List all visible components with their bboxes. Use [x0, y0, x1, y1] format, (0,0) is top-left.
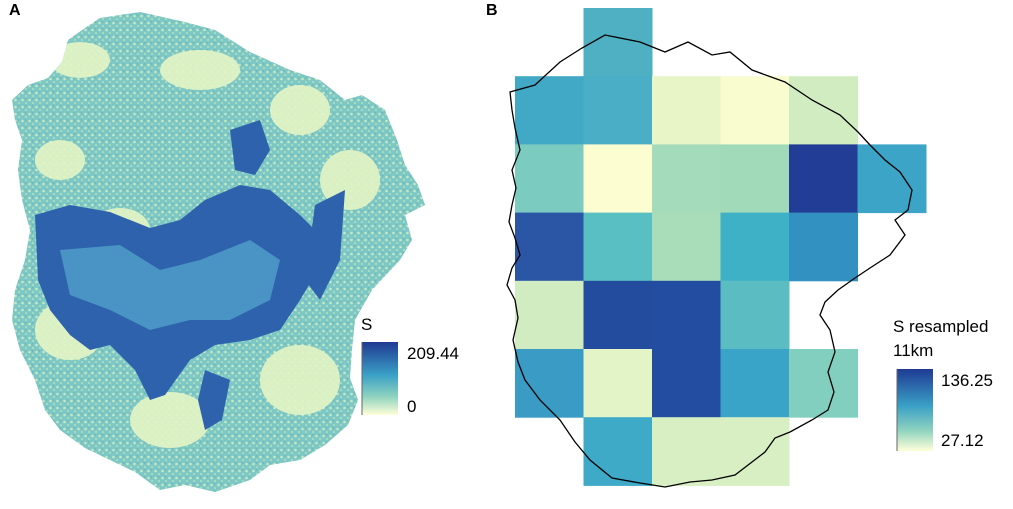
panel-b-label: B — [486, 2, 498, 19]
grid-cell — [720, 417, 790, 486]
grid-cell — [583, 76, 653, 145]
map-a — [12, 12, 425, 492]
legend-b: S resampled 11km 136.25 27.12 — [893, 317, 993, 451]
grid-cell — [583, 212, 653, 282]
legend-a-max: 209.44 — [407, 344, 459, 363]
grid-cell — [515, 144, 584, 214]
legend-b-colorbar — [897, 369, 933, 451]
grid-cell — [720, 212, 790, 282]
legend-a-colorbar — [362, 342, 398, 415]
panel-a-label: A — [9, 2, 21, 19]
grid-cell — [652, 212, 721, 282]
legend-b-min: 27.12 — [941, 431, 984, 450]
grid-cell — [720, 280, 790, 350]
grid-cell — [583, 280, 653, 350]
legend-a: S 209.44 0 — [361, 315, 459, 416]
legend-a-min: 0 — [407, 397, 416, 416]
grid-cell — [789, 212, 858, 282]
legend-b-title-line1: S resampled — [893, 317, 988, 336]
grid-cell — [652, 280, 721, 350]
grid-cell — [515, 280, 584, 350]
grid-cell — [515, 76, 584, 145]
grid-cell — [652, 144, 721, 214]
grid-cell — [652, 417, 721, 486]
grid-cell — [515, 212, 584, 282]
map-a-mid-areas — [60, 240, 280, 330]
grid-cell — [583, 349, 653, 418]
grid-cell — [652, 349, 721, 418]
legend-b-title-line2: 11km — [893, 341, 933, 360]
map-b-boundary — [506, 34, 913, 488]
grid-cell — [789, 144, 858, 214]
grid-cell — [789, 76, 858, 145]
legend-b-max: 136.25 — [941, 371, 993, 390]
grid-cell — [789, 349, 858, 418]
grid-cell — [720, 144, 790, 214]
grid-cell — [583, 417, 653, 486]
grid-cell — [720, 76, 790, 145]
grid-cell — [652, 76, 721, 145]
grid-cell — [857, 144, 927, 214]
grid-cell — [583, 144, 653, 214]
grid-cell — [515, 349, 584, 418]
grid-b — [515, 8, 927, 486]
grid-cell — [720, 349, 790, 418]
legend-a-title: S — [361, 315, 372, 334]
